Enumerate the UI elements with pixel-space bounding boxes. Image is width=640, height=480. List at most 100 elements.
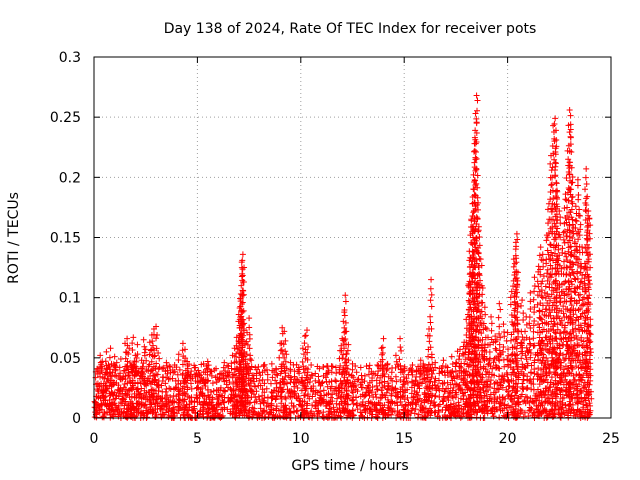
data-point bbox=[179, 392, 186, 399]
data-point bbox=[138, 409, 145, 416]
data-point bbox=[153, 335, 160, 342]
data-point bbox=[544, 270, 551, 277]
data-point bbox=[501, 363, 508, 370]
data-point bbox=[566, 379, 573, 386]
data-point bbox=[204, 366, 211, 373]
data-point bbox=[425, 368, 432, 375]
data-point bbox=[550, 411, 557, 418]
data-point bbox=[280, 379, 287, 386]
data-point bbox=[514, 400, 521, 407]
data-point bbox=[196, 378, 203, 385]
data-point bbox=[513, 230, 520, 237]
data-point bbox=[458, 405, 465, 412]
data-point bbox=[473, 92, 480, 99]
data-point bbox=[195, 384, 202, 391]
data-point bbox=[233, 358, 240, 365]
data-point bbox=[429, 370, 436, 377]
data-point bbox=[479, 384, 486, 391]
data-point bbox=[378, 387, 385, 394]
data-point bbox=[552, 278, 559, 285]
data-point bbox=[420, 376, 427, 383]
data-point bbox=[519, 350, 526, 357]
data-point bbox=[473, 115, 480, 122]
data-point bbox=[460, 410, 467, 417]
data-point bbox=[586, 215, 593, 222]
data-point bbox=[585, 286, 592, 293]
data-point bbox=[459, 413, 466, 420]
data-point bbox=[200, 411, 207, 418]
data-point bbox=[547, 383, 554, 390]
data-point bbox=[272, 365, 279, 372]
data-point bbox=[444, 371, 451, 378]
data-point bbox=[554, 225, 561, 232]
data-point bbox=[586, 235, 593, 242]
data-point bbox=[273, 403, 280, 410]
data-point bbox=[530, 398, 537, 405]
data-point bbox=[542, 399, 549, 406]
data-point bbox=[576, 377, 583, 384]
data-point bbox=[295, 379, 302, 386]
data-point bbox=[492, 364, 499, 371]
data-point bbox=[546, 256, 553, 263]
data-point bbox=[104, 385, 111, 392]
data-point bbox=[179, 340, 186, 347]
data-point bbox=[559, 399, 566, 406]
data-point bbox=[522, 393, 529, 400]
data-point bbox=[569, 174, 576, 181]
data-point bbox=[484, 334, 491, 341]
data-point bbox=[586, 292, 593, 299]
data-point bbox=[568, 349, 575, 356]
data-point bbox=[519, 297, 526, 304]
data-point bbox=[484, 399, 491, 406]
data-point bbox=[263, 385, 270, 392]
data-point bbox=[265, 404, 272, 411]
data-point bbox=[126, 345, 133, 352]
data-point bbox=[374, 362, 381, 369]
data-point bbox=[400, 388, 407, 395]
data-point bbox=[548, 208, 555, 215]
data-point bbox=[298, 387, 305, 394]
data-point bbox=[257, 400, 264, 407]
data-point bbox=[493, 364, 500, 371]
data-point bbox=[239, 270, 246, 277]
data-point bbox=[492, 338, 499, 345]
data-point bbox=[345, 392, 352, 399]
data-point bbox=[472, 191, 479, 198]
data-point bbox=[188, 385, 195, 392]
data-point bbox=[534, 292, 541, 299]
data-point bbox=[514, 357, 521, 364]
data-point bbox=[548, 374, 555, 381]
data-point bbox=[476, 234, 483, 241]
data-point bbox=[587, 349, 594, 356]
data-point bbox=[518, 339, 525, 346]
data-point bbox=[336, 369, 343, 376]
data-point bbox=[373, 377, 380, 384]
data-point bbox=[584, 348, 591, 355]
data-point bbox=[412, 406, 419, 413]
data-point bbox=[445, 393, 452, 400]
data-point bbox=[475, 303, 482, 310]
data-point bbox=[491, 394, 498, 401]
data-point bbox=[517, 406, 524, 413]
data-point bbox=[425, 394, 432, 401]
data-point bbox=[427, 297, 434, 304]
data-point bbox=[168, 399, 175, 406]
data-point bbox=[527, 325, 534, 332]
data-point bbox=[441, 395, 448, 402]
data-point bbox=[308, 385, 315, 392]
data-point bbox=[519, 334, 526, 341]
data-point bbox=[440, 357, 447, 364]
data-point bbox=[181, 389, 188, 396]
data-point bbox=[104, 371, 111, 378]
data-point bbox=[483, 378, 490, 385]
data-point bbox=[473, 237, 480, 244]
data-point bbox=[457, 387, 464, 394]
data-point bbox=[268, 360, 275, 367]
data-point bbox=[342, 369, 349, 376]
data-point bbox=[374, 386, 381, 393]
data-point bbox=[163, 374, 170, 381]
data-point bbox=[273, 371, 280, 378]
data-point bbox=[304, 327, 311, 334]
data-point bbox=[248, 377, 255, 384]
data-point bbox=[261, 361, 268, 368]
